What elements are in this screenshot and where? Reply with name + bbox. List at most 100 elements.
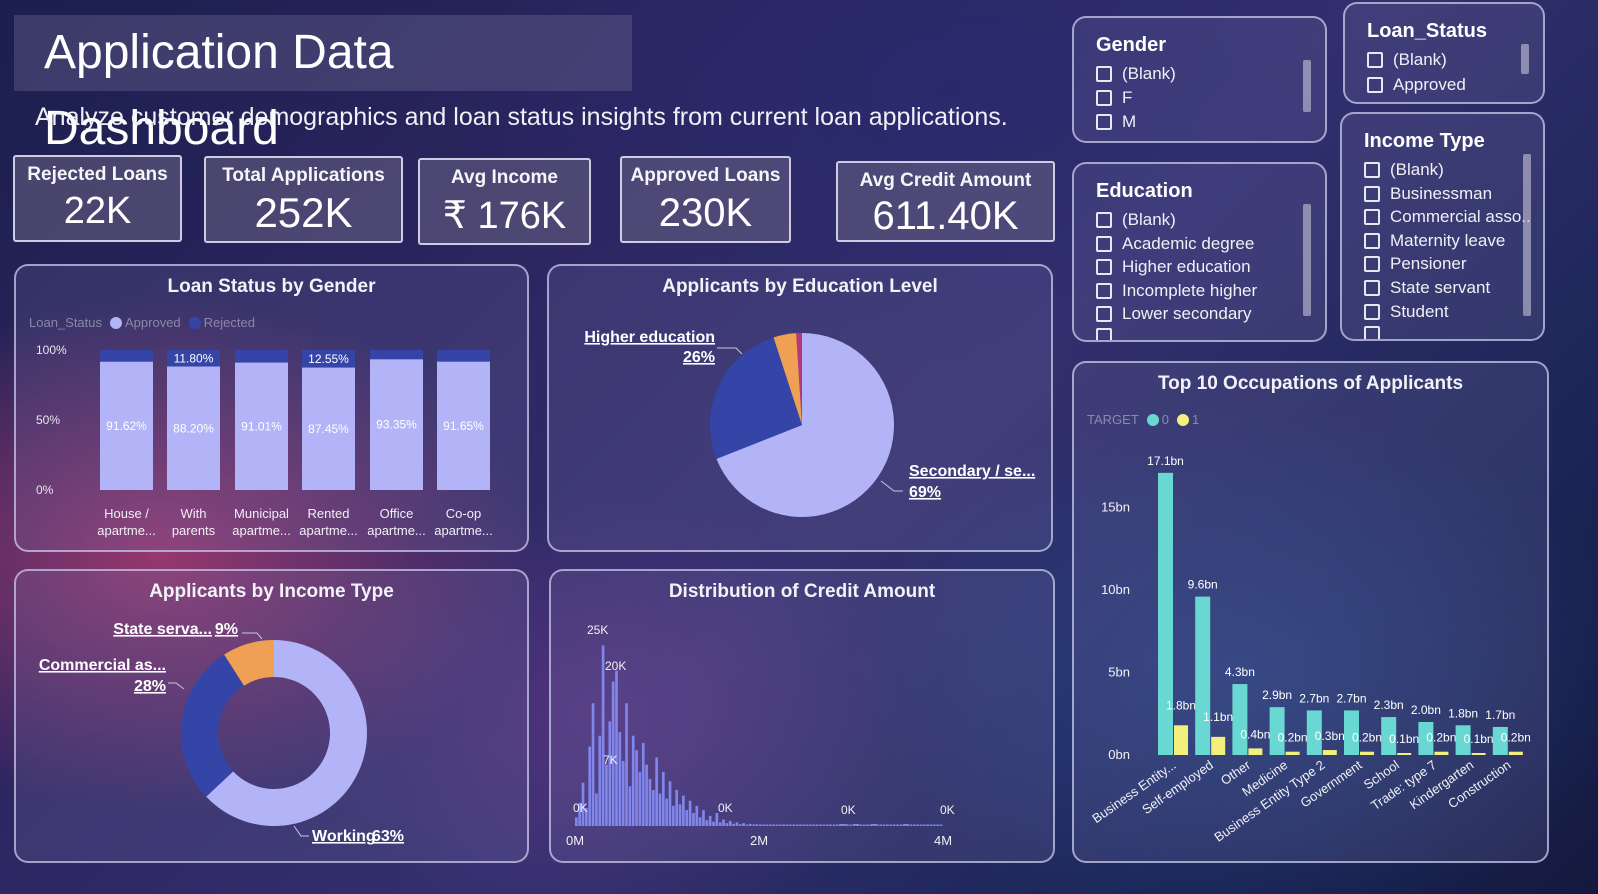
legend-rejected: Rejected (203, 315, 255, 330)
checkbox[interactable] (1096, 306, 1112, 322)
checkbox[interactable] (1096, 259, 1112, 275)
data-label-0: 17.1bn (1147, 454, 1184, 468)
data-label-1: 0.2bn (1501, 731, 1531, 745)
checkbox[interactable] (1096, 90, 1112, 106)
histogram-bar (738, 824, 742, 826)
histogram-bar (916, 824, 919, 826)
histogram-bar (661, 771, 665, 826)
checkbox[interactable] (1096, 283, 1112, 299)
histogram-annotation: 0K (718, 801, 733, 815)
checkbox[interactable] (1364, 186, 1380, 202)
legend-title: Loan_Status (29, 315, 103, 330)
approved-data-label: 87.45% (308, 422, 349, 436)
pie-slice (181, 654, 244, 797)
checkbox[interactable] (1364, 304, 1380, 320)
bar-target-1 (1397, 753, 1412, 755)
histogram-bar (909, 824, 913, 826)
checkbox[interactable] (1364, 326, 1380, 339)
slicer-title: Gender (1096, 34, 1167, 56)
histogram-bar (635, 750, 638, 826)
checkbox[interactable] (1096, 114, 1112, 130)
slicer-item[interactable]: Higher education (1096, 257, 1251, 277)
slicer-item[interactable]: F (1096, 88, 1132, 108)
slicer-item[interactable]: Maternity leave (1364, 231, 1505, 251)
slicer-item[interactable]: Commercial asso.. (1364, 207, 1531, 227)
slicer-gender[interactable]: Gender (Blank) F M (1072, 16, 1327, 143)
checkbox[interactable] (1364, 256, 1380, 272)
checkbox[interactable] (1367, 52, 1383, 68)
checkbox[interactable] (1096, 66, 1112, 82)
scrollbar[interactable] (1523, 154, 1531, 316)
slicer-item[interactable]: Lower secondary (1096, 304, 1251, 324)
gender-bar-chart: 100% 50% 0% 91.62% House / apartme... 88.20% 11… (36, 343, 493, 538)
x-tick-label: apartme... (367, 523, 426, 538)
slicer-item[interactable]: M (1096, 112, 1136, 132)
approved-data-label: 91.01% (241, 419, 282, 433)
chart-income-type: Applicants by Income Type State serva...… (14, 569, 529, 863)
approved-data-label: 91.62% (106, 419, 147, 433)
histogram-bar (869, 824, 873, 826)
legend-1: 1 (1192, 412, 1200, 427)
checkbox[interactable] (1367, 77, 1383, 93)
slicer-item[interactable]: (Blank) (1364, 160, 1444, 180)
histogram-bar (822, 824, 826, 826)
histogram-annotation: 0K (940, 803, 955, 817)
histogram-bar (665, 798, 669, 826)
checkbox[interactable] (1096, 212, 1112, 228)
y-tick-label: 0bn (1108, 747, 1130, 762)
histogram-bar (735, 822, 739, 826)
legend-title: TARGET (1087, 412, 1139, 427)
histogram-bar (748, 823, 752, 826)
leader-line (242, 632, 263, 640)
page-title: Application Data Dashboard (44, 26, 394, 155)
slicer-item[interactable]: Student (1364, 302, 1449, 322)
chart-title: Distribution of Credit Amount (668, 581, 936, 602)
histogram-bar (835, 824, 839, 826)
histogram-tail (903, 824, 909, 826)
checkbox[interactable] (1364, 233, 1380, 249)
checkbox[interactable] (1364, 280, 1380, 296)
histogram-bar (829, 824, 832, 826)
slicer-item[interactable]: State servant (1364, 278, 1490, 298)
slicer-item[interactable]: (Blank) (1367, 50, 1447, 70)
slicer-item[interactable]: Approved (1367, 75, 1466, 95)
data-label-1: 1.1bn (1203, 710, 1233, 724)
histogram-bar (825, 824, 829, 826)
histogram-bar (809, 824, 812, 826)
histogram-bar (785, 824, 789, 826)
chart-credit-distribution: Distribution of Credit Amount 25K 20K 7K 0K… (549, 569, 1055, 863)
leader-line (880, 480, 903, 492)
legend-dot-rejected (188, 316, 201, 329)
slicer-education[interactable]: Education (Blank) Academic degree Higher… (1072, 162, 1327, 342)
data-label-1: 1.8bn (1166, 698, 1196, 712)
bar-target-0 (1455, 725, 1471, 755)
histogram-annotation: 0K (573, 801, 588, 815)
checkbox[interactable] (1096, 328, 1112, 340)
education-label-pct: 26% (683, 349, 715, 366)
histogram-bar (862, 824, 866, 826)
kpi-value: 252K (254, 189, 353, 236)
checkbox[interactable] (1096, 236, 1112, 252)
histogram-bar (722, 819, 725, 826)
scrollbar[interactable] (1521, 44, 1529, 74)
data-label-0: 2.7bn (1336, 691, 1366, 705)
slicer-loan-status[interactable]: Loan_Status (Blank) Approved (1343, 2, 1545, 104)
scrollbar[interactable] (1303, 204, 1311, 316)
slicer-item[interactable]: Academic degree (1096, 234, 1254, 254)
slicer-item[interactable]: (Blank) (1096, 210, 1176, 230)
slicer-income-type[interactable]: Income Type (Blank) Businessman Commerci… (1340, 112, 1545, 341)
histogram-bar (708, 815, 712, 826)
slicer-item[interactable]: Businessman (1364, 184, 1492, 204)
data-label-1: 0.4bn (1240, 727, 1270, 741)
scrollbar[interactable] (1303, 60, 1311, 112)
checkbox[interactable] (1364, 209, 1380, 225)
slicer-item-partial[interactable] (1096, 328, 1122, 340)
slicer-item-partial[interactable] (1364, 326, 1390, 339)
histogram-bar (912, 824, 916, 826)
histogram-bar (882, 824, 886, 826)
slicer-item[interactable]: (Blank) (1096, 64, 1176, 84)
checkbox[interactable] (1364, 162, 1380, 178)
slicer-item[interactable]: Incomplete higher (1096, 281, 1257, 301)
slicer-item[interactable]: Pensioner (1364, 254, 1467, 274)
histogram-bar (655, 757, 658, 826)
